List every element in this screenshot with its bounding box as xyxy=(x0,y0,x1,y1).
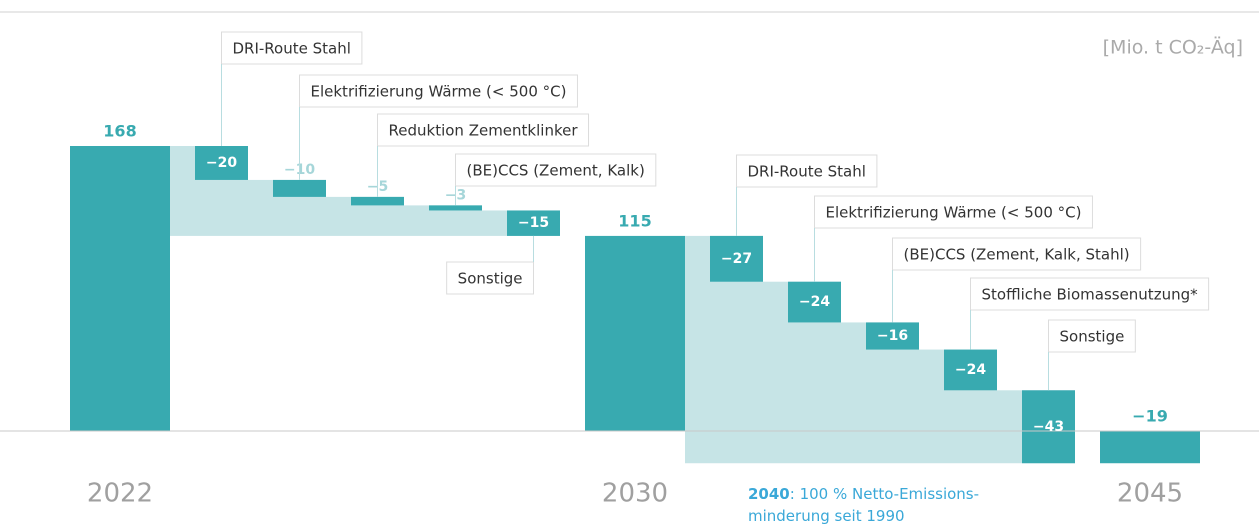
category-label: Stoffliche Biomassenutzung* xyxy=(982,286,1199,304)
callout-box xyxy=(299,74,578,108)
callout-box xyxy=(1048,319,1136,353)
value-label: −20 xyxy=(206,155,237,171)
category-label: (BE)CCS (Zement, Kalk) xyxy=(467,162,645,180)
bar xyxy=(351,196,404,206)
value-label: 115 xyxy=(618,211,651,230)
callout: (BE)CCS (Zement, Kalk) xyxy=(455,153,657,206)
bar xyxy=(710,235,763,282)
callout: Elektrifizierung Wärme (< 500 °C) xyxy=(814,195,1093,282)
value-label: −43 xyxy=(1033,419,1064,435)
callout: DRI-Route Stahl xyxy=(736,154,878,236)
callout: Sonstige xyxy=(1048,319,1136,391)
year-label: 2045 xyxy=(1117,479,1183,509)
value-label: −24 xyxy=(799,294,830,310)
category-label: DRI-Route Stahl xyxy=(233,40,351,58)
value-label: −19 xyxy=(1132,407,1168,426)
annotation-text: minderung seit 1990 xyxy=(748,507,905,525)
year-label: 2030 xyxy=(602,479,668,509)
bar xyxy=(1022,390,1075,464)
category-label: (BE)CCS (Zement, Kalk, Stahl) xyxy=(904,246,1130,264)
value-label: 168 xyxy=(103,122,136,141)
annotation-text: : 100 % Netto-Emissions- xyxy=(790,485,979,503)
callout-box xyxy=(455,153,657,187)
bar xyxy=(195,146,248,180)
bar xyxy=(1100,431,1200,464)
annotation: 2040: 100 % Netto-Emissions-minderung se… xyxy=(748,485,979,525)
category-label: Sonstige xyxy=(458,270,523,288)
bar xyxy=(585,235,685,431)
year-label: 2022 xyxy=(87,479,153,509)
annotation-year: 2040 xyxy=(748,485,790,503)
callout-box xyxy=(970,277,1210,311)
value-label: −15 xyxy=(518,215,549,231)
bars xyxy=(70,146,1200,464)
category-label: Sonstige xyxy=(1060,328,1125,346)
callout: (BE)CCS (Zement, Kalk, Stahl) xyxy=(892,237,1142,323)
bar xyxy=(429,205,482,211)
callout-box xyxy=(221,31,363,65)
callout-box xyxy=(892,237,1142,271)
bar xyxy=(507,210,560,236)
category-label: Elektrifizierung Wärme (< 500 °C) xyxy=(826,204,1082,222)
unit-label: [Mio. t CO₂-Äq] xyxy=(1103,36,1243,59)
callout-box xyxy=(377,113,590,147)
callout-box xyxy=(736,154,878,188)
bar xyxy=(866,322,919,350)
value-label: −24 xyxy=(955,362,986,378)
bar xyxy=(70,146,170,431)
callout: Reduktion Zementklinker xyxy=(377,113,590,197)
callout-box xyxy=(446,261,534,295)
value-label: −16 xyxy=(877,328,908,344)
band xyxy=(404,205,482,236)
bar xyxy=(944,349,997,391)
category-label: DRI-Route Stahl xyxy=(748,163,866,181)
category-label: Reduktion Zementklinker xyxy=(389,122,579,140)
callout: Elektrifizierung Wärme (< 500 °C) xyxy=(299,74,578,180)
callout: Stoffliche Biomassenutzung* xyxy=(970,277,1210,350)
bar xyxy=(273,179,326,197)
value-label: −27 xyxy=(721,251,752,267)
category-label: Elektrifizierung Wärme (< 500 °C) xyxy=(311,83,567,101)
bar xyxy=(788,281,841,323)
callout: Sonstige xyxy=(446,235,534,295)
callout: DRI-Route Stahl xyxy=(221,31,363,146)
callout-box xyxy=(814,195,1093,229)
